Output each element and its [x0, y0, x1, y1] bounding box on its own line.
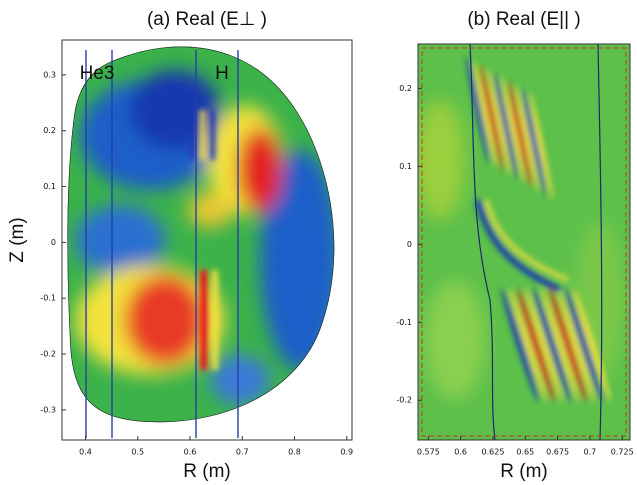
x-tick-label: 0.725 — [611, 448, 634, 457]
x-tick-label: 0.6 — [184, 448, 197, 457]
y-tick-label: 0.2 — [399, 84, 412, 93]
panel-title: (a) Real (E⊥ ) — [147, 9, 267, 30]
figure: (a) Real (E⊥ ) R (m) Z (m) 0.4 0.5 0.6 0.7 0.8 0… — [0, 0, 637, 485]
annotation: He3 — [80, 63, 115, 84]
x-tick-label: 0.8 — [288, 448, 301, 457]
x-tick-label: 0.65 — [516, 448, 534, 457]
y-tick-label: -0.3 — [40, 405, 56, 414]
y-tick-label: -0.1 — [40, 294, 56, 303]
x-axis-label: R (m) — [183, 461, 230, 482]
y-tick-label: 0.1 — [43, 182, 56, 191]
y-tick-label: -0.2 — [396, 396, 412, 405]
y-tick-label: 0 — [407, 240, 412, 249]
y-axis-label: Z (m) — [7, 217, 28, 262]
x-tick-label: 0.5 — [131, 448, 144, 457]
y-tick-label: -0.2 — [40, 350, 56, 359]
y-tick-label: 0.1 — [399, 162, 412, 171]
y-tick-label: 0.2 — [43, 126, 56, 135]
x-axis-label: R (m) — [500, 461, 547, 482]
x-tick-label: 0.675 — [546, 448, 569, 457]
x-tick-label: 0.6 — [454, 448, 467, 457]
x-tick-label: 0.575 — [417, 448, 440, 457]
x-tick-label: 0.7 — [236, 448, 249, 457]
x-tick-label: 0.9 — [340, 448, 353, 457]
x-tick-label: 0.7 — [584, 448, 597, 457]
annotation: H — [215, 63, 229, 84]
x-tick-label: 0.625 — [482, 448, 505, 457]
y-tick-label: -0.1 — [396, 318, 412, 327]
field-a — [60, 30, 360, 430]
field-b — [415, 44, 630, 440]
y-tick-label: 0 — [51, 238, 56, 247]
panel-title: (b) Real (E|| ) — [467, 9, 580, 30]
y-tick-label: 0.3 — [43, 70, 56, 79]
x-tick-label: 0.4 — [79, 448, 92, 457]
